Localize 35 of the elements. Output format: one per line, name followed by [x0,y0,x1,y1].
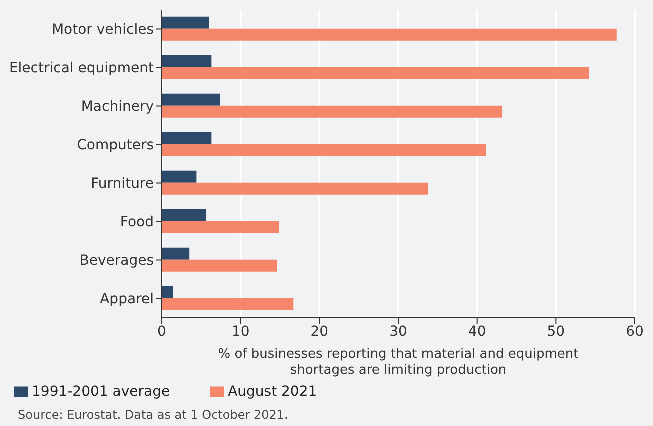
x-tick-label: 20 [310,324,329,340]
bar [162,248,190,260]
x-tick-label: 50 [547,324,566,340]
bar [162,67,590,80]
bar [162,298,294,310]
x-tick-label: 30 [390,324,408,340]
bar [162,170,197,183]
bar [162,286,174,298]
y-tick-label: Computers [77,138,154,154]
bar [162,28,617,41]
bar [162,144,486,156]
bar [162,260,278,272]
source-note: Source: Eurostat. Data as at 1 October 2021. [18,408,288,422]
x-tick-label: 0 [158,324,166,340]
y-tick-label: Furniture [91,176,154,192]
bar [162,94,220,106]
y-tick-label: Food [120,214,154,231]
bar [162,132,212,144]
y-tick-label: Machinery [81,99,154,116]
bar [162,16,210,29]
legend-label: August 2021 [228,384,318,400]
bar [162,55,212,68]
x-tick-label: 60 [626,324,644,340]
y-tick-label: Beverages [80,253,154,270]
legend-label: 1991-2001 average [32,384,170,400]
y-tick-label: Electrical equipment [9,60,155,77]
bar [162,209,206,222]
y-tick-label: Motor vehicles [52,22,154,38]
y-tick-label: Apparel [100,292,154,308]
x-axis-title: % of businesses reporting that material and equipment shortages are limiting production [218,347,579,378]
bar [162,106,503,118]
x-tick-label: 10 [232,324,250,340]
x-tick-label: 40 [468,324,486,340]
bar [162,182,428,195]
bar [162,221,280,234]
